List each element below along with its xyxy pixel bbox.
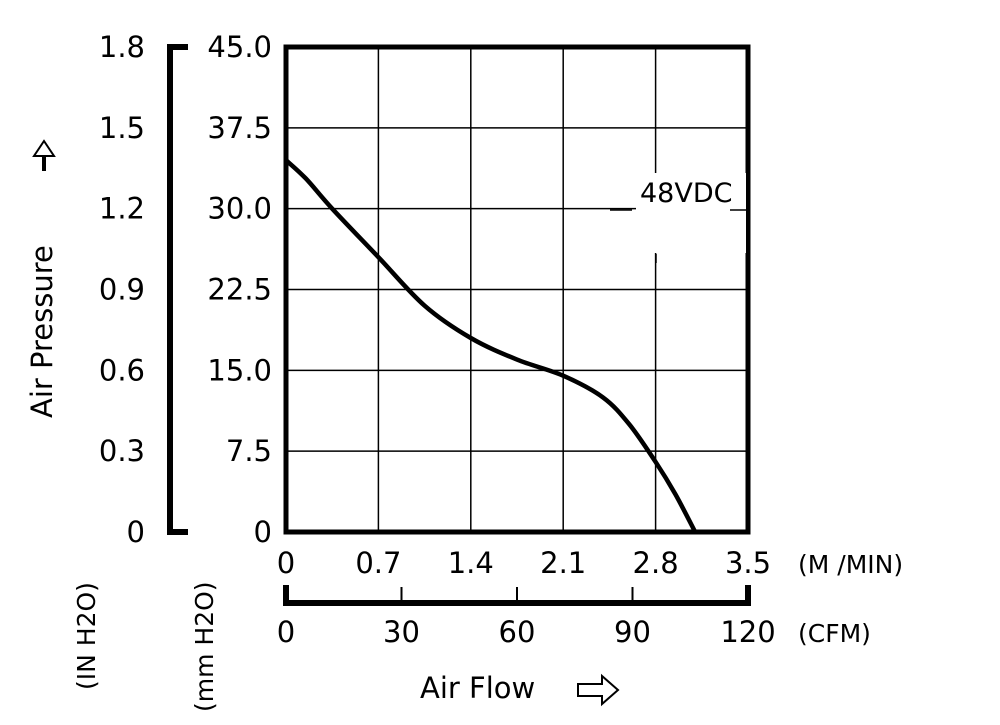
y-inner-tick-label: 37.5: [207, 111, 272, 145]
y-outer-tick-label: 0: [127, 515, 145, 549]
y-inner-tick-label: 22.5: [207, 273, 272, 307]
y-inner-tick-label: 7.5: [226, 434, 272, 468]
x-secondary-tick-label: 90: [614, 615, 651, 649]
up-arrow-shape: [32, 139, 56, 171]
y-inner-tick-label: 0: [254, 515, 272, 549]
label-background: [636, 173, 746, 253]
curve-layer: 48VDC: [284, 158, 746, 534]
y-outer-tick-label: 1.8: [99, 30, 145, 64]
x-secondary-tick-label: 120: [720, 615, 775, 649]
right-arrow-icon: [577, 673, 620, 707]
y-outer-tick-label: 1.2: [99, 192, 145, 226]
x-primary-unit: (M /MIN): [798, 550, 903, 579]
x-primary-tick-label: 3.5: [725, 546, 771, 580]
up-arrow-icon: [32, 139, 56, 171]
right-arrow-shape: [577, 673, 620, 707]
y-outer-tick-label: 0.3: [99, 434, 145, 468]
y-inner-tick-label: 15.0: [207, 353, 272, 387]
x-secondary-tick-label: 0: [277, 615, 295, 649]
x-primary-tick-label: 1.4: [448, 546, 494, 580]
x-primary-tick-label: 2.8: [633, 546, 679, 580]
y-outer-tick-label: 0.9: [99, 273, 145, 307]
y-outer-bracket: [167, 44, 188, 535]
x-axis-title: Air Flow: [420, 671, 535, 705]
series-curve-48vdc: [284, 158, 698, 534]
x-primary-tick-label: 2.1: [540, 546, 586, 580]
tick-labels: 0 7.5 15.0 22.5 30.0 37.5 45.0 0 0.3 0.6 0.9 1.2 1.5…: [99, 30, 776, 649]
y-inner-tick-label: 30.0: [207, 192, 272, 226]
x-primary-tick-label: 0.7: [355, 546, 401, 580]
plot-border: [283, 44, 751, 535]
plot-frame: [167, 44, 751, 606]
x-secondary-tick-label: 60: [499, 615, 536, 649]
grid-lines: [286, 47, 748, 532]
x-secondary-unit: (CFM): [798, 619, 871, 648]
y-outer-unit: (IN H2O): [72, 582, 101, 690]
y-inner-unit: (mm H2O): [190, 581, 219, 712]
series-label: 48VDC: [640, 178, 732, 209]
y-outer-tick-label: 1.5: [99, 111, 145, 145]
x-secondary-tick-label: 30: [383, 615, 420, 649]
y-axis-title: Air Pressure: [25, 245, 59, 418]
y-outer-tick-label: 0.6: [99, 353, 145, 387]
y-inner-tick-label: 45.0: [207, 30, 272, 64]
x-primary-tick-label: 0: [277, 546, 295, 580]
